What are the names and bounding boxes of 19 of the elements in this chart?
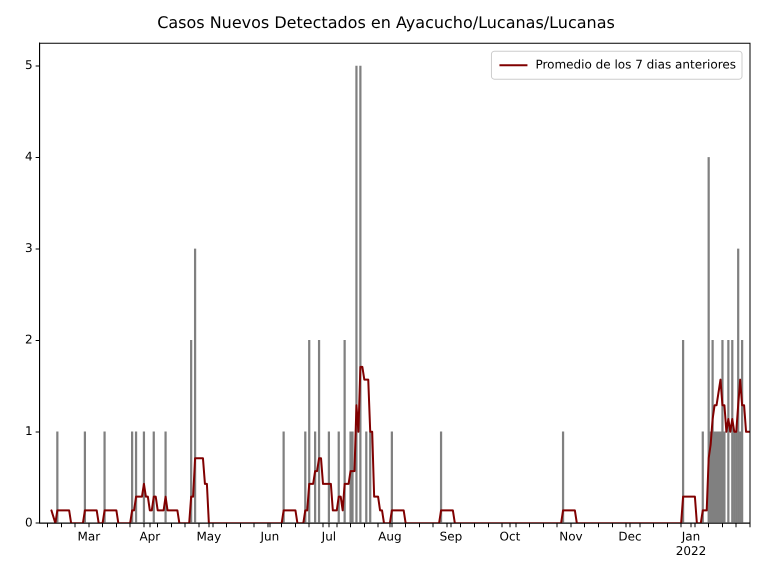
y-tick-label: 1	[24, 424, 33, 438]
x-tick-label: Mar	[78, 530, 100, 544]
x-tick-label: Jun	[259, 530, 280, 544]
x-tick-label: May	[196, 530, 222, 544]
x-tick-label: Jul	[320, 530, 336, 544]
x-tick-label: Dec	[618, 530, 642, 544]
y-tick-label: 2	[24, 332, 33, 346]
x-tick-label: Nov	[559, 530, 583, 544]
y-tick-label: 0	[24, 515, 33, 530]
y-tick-label: 3	[24, 241, 33, 256]
x-tick-label: Aug	[378, 530, 402, 544]
x-tick-label: Oct	[500, 530, 521, 544]
y-tick-label: 4	[24, 150, 33, 164]
legend-label: Promedio de los 7 dias anteriores	[535, 57, 736, 72]
y-tick-label: 5	[24, 58, 33, 72]
x-tick-label: Apr	[139, 530, 160, 544]
x-tick-label: Jan 2022	[676, 530, 706, 558]
chart-title: Casos Nuevos Detectados en Ayacucho/Lucanas/Lucanas	[157, 12, 615, 32]
x-tick-label: Sep	[440, 530, 462, 544]
